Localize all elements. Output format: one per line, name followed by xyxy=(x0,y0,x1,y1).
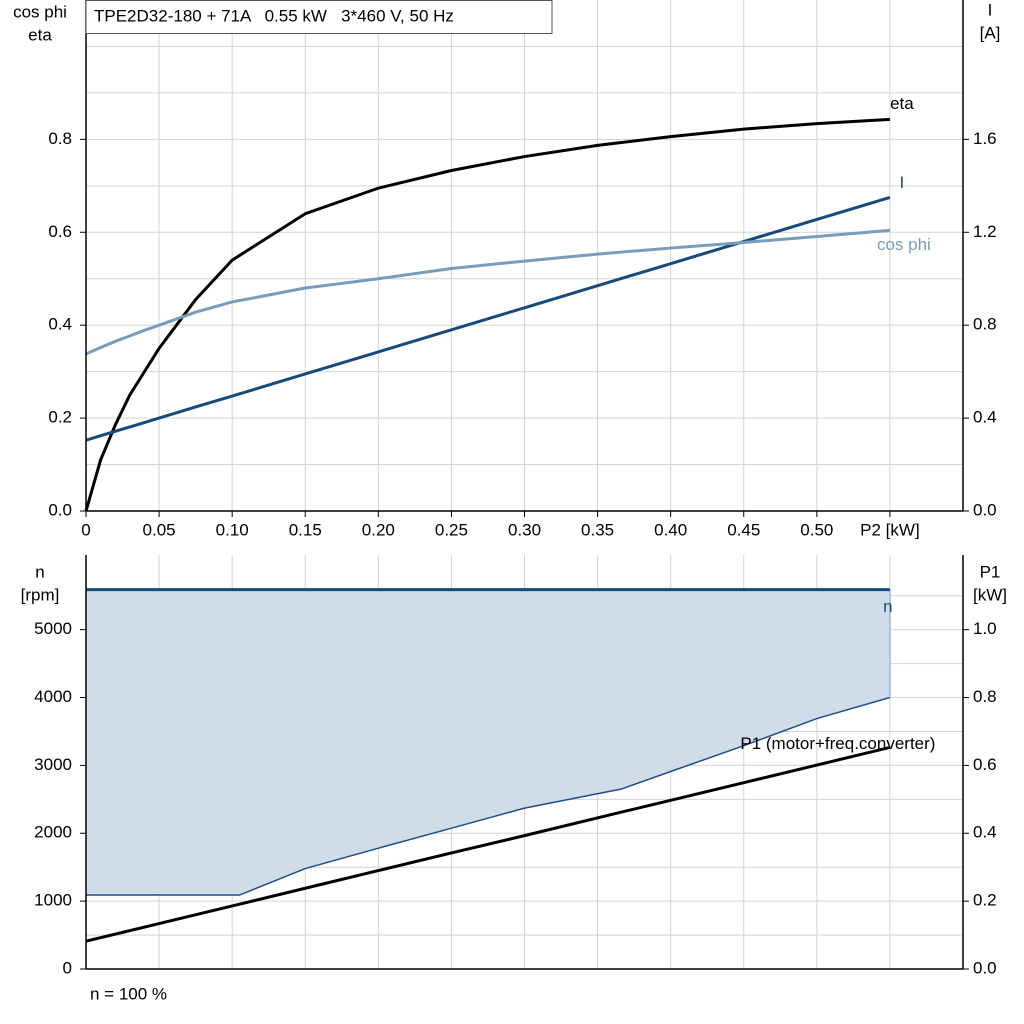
y2-axis-label: P1 xyxy=(980,562,1001,581)
y-tick-label: 0.8 xyxy=(48,129,72,148)
y-tick-label: 0.0 xyxy=(48,500,72,519)
series-label: eta xyxy=(890,94,914,113)
y-tick-label: 0.2 xyxy=(48,408,72,427)
series-label: I xyxy=(900,173,905,192)
footnote: n = 100 % xyxy=(90,984,167,1003)
y2-tick-label: 0.4 xyxy=(973,823,997,842)
y2-axis-label: [A] xyxy=(980,23,1001,42)
x-tick-label: 0.25 xyxy=(435,520,468,539)
y2-tick-label: 0.6 xyxy=(973,755,997,774)
y2-tick-label: 0.0 xyxy=(973,500,997,519)
area-lower-boundary xyxy=(86,696,891,896)
y-axis-label: eta xyxy=(28,25,52,44)
y2-tick-label: 1.6 xyxy=(973,129,997,148)
x-tick-label: P2 [kW] xyxy=(860,520,920,539)
y2-tick-label: 0.8 xyxy=(973,315,997,334)
series-line xyxy=(85,228,891,356)
series-label: P1 (motor+freq.converter) xyxy=(740,734,935,753)
y2-axis-label: I xyxy=(988,0,993,19)
x-tick-label: 0.50 xyxy=(800,520,833,539)
x-tick-label: 0 xyxy=(81,520,90,539)
series-line xyxy=(84,117,891,512)
y-tick-label: 4000 xyxy=(34,687,72,706)
y2-tick-label: 0.2 xyxy=(973,891,997,910)
x-tick-label: 0.40 xyxy=(654,520,687,539)
x-tick-label: 0.30 xyxy=(508,520,541,539)
x-tick-label: 0.20 xyxy=(362,520,395,539)
series-line xyxy=(85,745,891,943)
y-axis-label: [rpm] xyxy=(21,585,60,604)
chart-title: TPE2D32-180 + 71A 0.55 kW 3*460 V, 50 Hz xyxy=(94,6,454,25)
y-axis-label: n xyxy=(35,562,44,581)
series-label: n xyxy=(883,597,892,616)
y-tick-label: 0.6 xyxy=(48,222,72,241)
y2-tick-label: 1.2 xyxy=(973,222,997,241)
y-tick-label: 0 xyxy=(63,958,72,977)
y-tick-label: 5000 xyxy=(34,619,72,638)
x-tick-label: 0.15 xyxy=(289,520,322,539)
y-tick-label: 0.4 xyxy=(48,315,72,334)
y-tick-label: 3000 xyxy=(34,755,72,774)
title-box xyxy=(85,0,553,34)
y2-tick-label: 1.0 xyxy=(973,619,997,638)
y2-tick-label: 0.4 xyxy=(973,408,997,427)
y-tick-label: 2000 xyxy=(34,823,72,842)
x-tick-label: 0.35 xyxy=(581,520,614,539)
x-tick-label: 0.45 xyxy=(727,520,760,539)
x-tick-label: 0.10 xyxy=(216,520,249,539)
y-axis-label: cos phi xyxy=(13,2,67,21)
operating-area xyxy=(86,589,890,896)
y2-axis-label: [kW] xyxy=(973,585,1007,604)
x-tick-label: 0.05 xyxy=(143,520,176,539)
y2-tick-label: 0.8 xyxy=(973,687,997,706)
series-line xyxy=(85,195,891,442)
y2-tick-label: 0.0 xyxy=(973,958,997,977)
series-label: cos phi xyxy=(877,235,931,254)
y-tick-label: 1000 xyxy=(34,891,72,910)
